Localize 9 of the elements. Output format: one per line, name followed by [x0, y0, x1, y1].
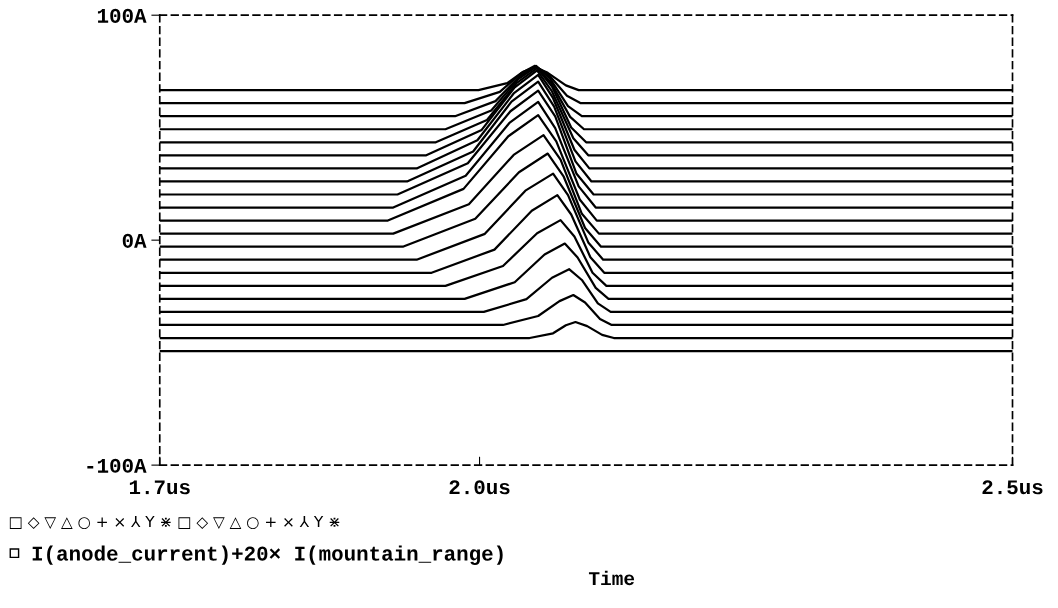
y-tick-label: -100A	[87, 458, 147, 473]
y-tick-label: 100A	[97, 8, 147, 23]
x-tick-label: 2.5us	[982, 480, 1043, 495]
legend-label: I(anode_current)+20× I(mountain_range)	[32, 545, 503, 565]
x-tick-label: 2.0us	[449, 480, 510, 495]
y-tick-label: 0A	[122, 233, 147, 248]
x-tick-label: 1.7us	[129, 480, 190, 495]
x-axis-title: Time	[588, 570, 635, 586]
text: □ ◇ ▽ △ ○ + × ⅄ Y ⋇ □ ◇ ▽ △ ○ + × ⅄ Y ⋇	[9, 515, 340, 530]
